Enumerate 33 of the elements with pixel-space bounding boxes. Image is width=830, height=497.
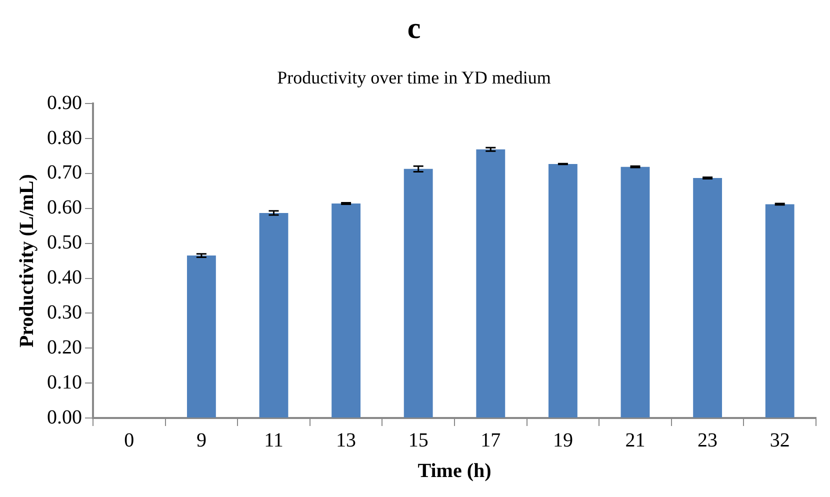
bar (620, 166, 650, 418)
bar (404, 168, 433, 418)
x-tick-label: 32 (770, 429, 790, 452)
bar (548, 164, 578, 418)
y-axis-title: Productivity (L/mL) (16, 174, 38, 348)
bar (476, 149, 506, 418)
x-tick-label: 21 (625, 429, 646, 452)
y-tick-label: 0.90 (47, 92, 82, 114)
y-tick-label: 0.20 (47, 336, 82, 358)
x-tick-label: 0 (124, 429, 134, 452)
bar (332, 204, 361, 418)
x-tick-label: 11 (264, 429, 284, 452)
x-axis-title: Time (h) (418, 460, 492, 482)
x-tick-label: 13 (336, 429, 356, 452)
x-tick-label: 19 (552, 429, 573, 452)
y-tick-label: 0.10 (47, 371, 82, 394)
y-tick-label: 0.80 (47, 126, 82, 149)
y-tick-label: 0.70 (47, 162, 82, 184)
x-tick-label: 23 (698, 429, 718, 452)
bar (186, 256, 216, 418)
chart-title: c (407, 12, 421, 45)
x-tick-label: 9 (196, 429, 206, 452)
chart-subtitle: Productivity over time in YD medium (277, 68, 551, 88)
bar (765, 204, 794, 418)
y-tick-label: 0.30 (47, 301, 82, 324)
bar (693, 178, 722, 418)
y-tick-label: 0.50 (47, 232, 82, 254)
y-tick-label: 0.60 (47, 196, 82, 219)
x-tick-label: 17 (480, 429, 501, 452)
bar (259, 212, 288, 418)
y-tick-label: 0.00 (47, 406, 82, 428)
x-tick-label: 15 (408, 429, 428, 452)
y-tick-label: 0.40 (47, 266, 82, 289)
